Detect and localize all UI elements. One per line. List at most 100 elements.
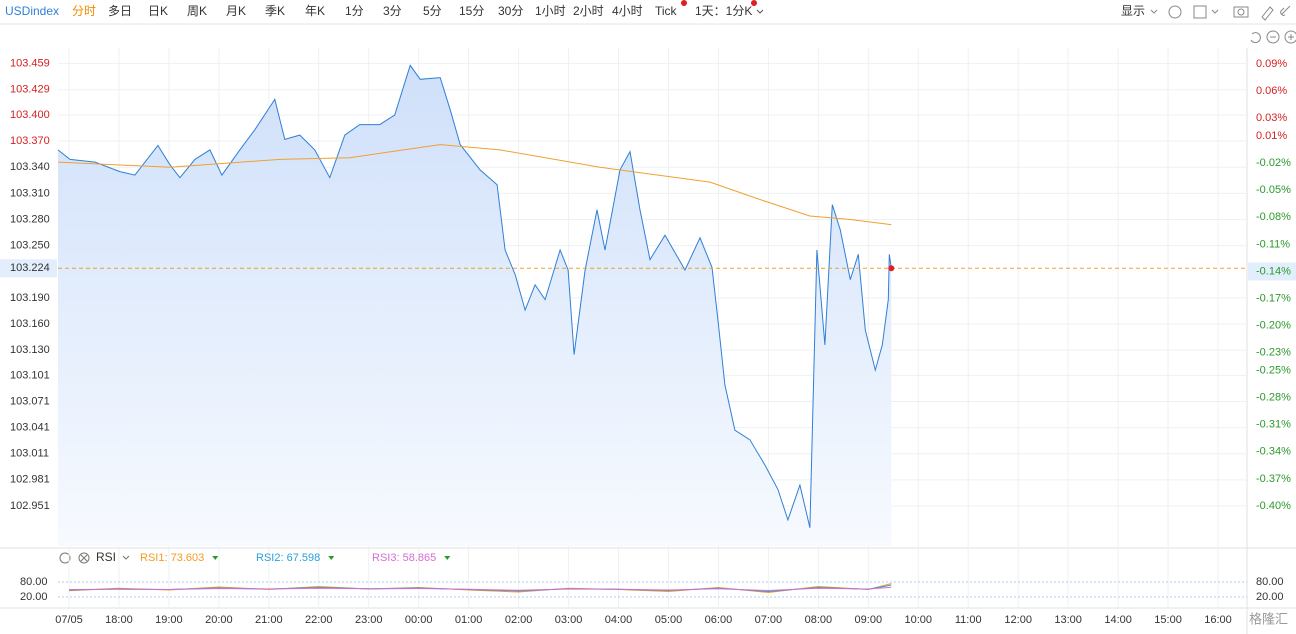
y-tick-label: 103.011 [10,448,49,460]
period-tab[interactable]: 5分 [423,4,442,18]
period-tab[interactable]: 分时 [72,4,96,18]
x-tick-label: 14:00 [1104,614,1132,626]
rsi-legend: RSI1: 73.603 [140,552,204,564]
rsi-legend-name: RSI3 [372,552,396,564]
period-tab[interactable]: 1小时 [535,4,566,18]
y-tick-label: 103.280 [10,213,50,225]
y-tick-label: 103.459 [10,58,50,70]
y2-tick-label: 0.09% [1256,58,1287,70]
y-tick-label: 103.250 [10,240,50,252]
y-tick-label: 103.429 [10,84,50,96]
x-tick-label: 19:00 [155,614,183,626]
period-tab[interactable]: 多日 [108,4,132,18]
average-line [57,144,892,226]
rsi-legend-value: 73.603 [171,552,205,564]
period-tab[interactable]: 季K [265,4,285,18]
rsi-marker [444,556,451,560]
last-price-label: 103.224 [10,262,50,274]
rsi-legend-name: RSI1 [140,552,164,564]
y2-tick-label: -0.11% [1256,238,1290,250]
period-tab[interactable]: Tick [655,4,678,18]
price-area [58,65,892,547]
x-tick-label: 02:00 [505,614,533,626]
x-tick-label: 07:00 [755,614,783,626]
y2-tick-label: 0.01% [1256,130,1287,142]
rsi-legend-value: 58.865 [403,552,437,564]
y-tick-label: 103.101 [10,369,50,381]
period-tab[interactable]: 日K [148,4,168,18]
y2-tick-label: -0.05% [1256,184,1291,196]
symbol[interactable]: USDindex [5,4,59,18]
x-tick-label: 07/05 [55,614,83,626]
rsi-tick-label: 80.00 [1256,576,1284,588]
period-tab[interactable]: 1天：1分K [695,4,752,18]
last-change-label: -0.14% [1256,265,1291,277]
x-tick-label: 00:00 [405,614,433,626]
y2-tick-label: -0.02% [1256,157,1291,169]
x-tick-label: 08:00 [805,614,833,626]
rsi-marker [212,556,219,560]
x-tick-label: 03:00 [555,614,583,626]
y-tick-label: 103.310 [10,187,50,199]
x-tick-label: 21:00 [255,614,283,626]
y-tick-label: 103.400 [10,109,50,121]
rsi-tick-label: 20.00 [1256,591,1284,603]
y-tick-label: 103.340 [10,161,50,173]
y-tick-label: 103.071 [10,395,50,407]
x-tick-label: 10:00 [905,614,933,626]
rsi-legend-sep: : [280,552,286,564]
period-tab[interactable]: 2小时 [573,4,604,18]
x-tick-label: 18:00 [105,614,133,626]
notice-dot [681,0,687,6]
y2-tick-label: -0.40% [1256,500,1291,512]
x-tick-label: 01:00 [455,614,483,626]
period-tab[interactable]: 15分 [459,4,484,18]
y-tick-label: 103.130 [10,344,50,356]
last-point [888,265,895,272]
period-tab[interactable]: 4小时 [612,4,643,18]
rsi-legend-value: 67.598 [287,552,321,564]
rsi-tick-label: 20.00 [20,591,48,603]
y2-tick-label: -0.08% [1256,211,1291,223]
y-tick-label: 103.160 [10,318,50,330]
y2-tick-label: 0.06% [1256,85,1287,97]
period-tab[interactable]: 周K [187,4,207,18]
period-tab[interactable]: 月K [226,4,246,18]
rsi-tick-label: 80.00 [20,576,48,588]
y2-tick-label: -0.23% [1256,347,1291,359]
x-tick-label: 04:00 [605,614,633,626]
x-tick-label: 12:00 [1004,614,1032,626]
y-tick-label: 103.190 [10,292,50,304]
toolbar-icons [1150,5,1296,44]
y2-tick-label: 0.03% [1256,112,1287,124]
y-tick-label: 103.370 [10,135,50,147]
x-tick-label: 06:00 [705,614,733,626]
period-tab[interactable]: 年K [305,4,325,18]
period-tab[interactable]: 1分 [345,4,364,18]
x-tick-label: 20:00 [205,614,233,626]
rsi-legend: RSI3: 58.865 [372,552,436,564]
y-tick-label: 103.041 [10,422,50,434]
y2-tick-label: -0.20% [1256,319,1291,331]
y2-tick-label: -0.28% [1256,392,1291,404]
period-tab[interactable]: 30分 [498,4,523,18]
last-change-box [1248,262,1296,281]
y2-tick-label: -0.34% [1256,446,1291,458]
y2-tick-label: -0.17% [1256,292,1291,304]
x-tick-label: 15:00 [1154,614,1182,626]
display-menu[interactable]: 显示 [1121,4,1145,18]
rsi-legend-sep: : [396,552,402,564]
y-tick-label: 102.981 [10,474,50,486]
rsi-line [68,583,892,594]
rsi-title: RSI [96,550,116,564]
x-tick-label: 22:00 [305,614,333,626]
rsi-legend-sep: : [164,552,170,564]
rsi-marker [328,556,335,560]
period-tab[interactable]: 3分 [383,4,402,18]
x-tick-label: 11:00 [955,614,982,626]
x-tick-label: 23:00 [355,614,383,626]
rsi-legend-name: RSI2 [256,552,280,564]
y2-tick-label: -0.25% [1256,365,1291,377]
rsi-tools [59,552,130,564]
